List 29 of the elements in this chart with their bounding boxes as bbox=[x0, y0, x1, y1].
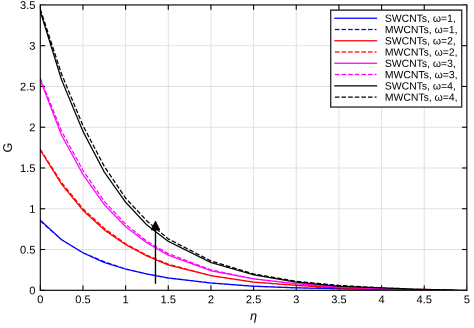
x-tick-label: 5 bbox=[464, 296, 470, 304]
legend-label: SWCNTs, ω=2, bbox=[385, 37, 455, 46]
y-tick-label: 0.5 bbox=[20, 246, 35, 254]
x-tick-label: 2.5 bbox=[246, 295, 261, 304]
x-tick-label: 0 bbox=[38, 295, 43, 304]
y-tick-label: 0 bbox=[30, 286, 35, 294]
x-axis-title: η bbox=[250, 313, 257, 323]
legend-label: SWCNTs, ω=1, bbox=[385, 14, 455, 24]
x-tick-label: 1.5 bbox=[161, 296, 176, 304]
legend-label: MWCNTs, ω=1, bbox=[386, 26, 457, 34]
y-tick-label: 3.5 bbox=[20, 1, 35, 10]
y-tick-label: 1.5 bbox=[20, 164, 35, 172]
y-tick-label: 1 bbox=[30, 205, 35, 213]
x-tick-label: 0.5 bbox=[76, 295, 90, 304]
x-tick-label: 1 bbox=[123, 296, 128, 304]
legend-label: MWCNTs, ω=3, bbox=[386, 70, 457, 80]
x-tick-label: 4.5 bbox=[416, 296, 432, 304]
x-tick-label: 3 bbox=[294, 295, 299, 304]
legend-label: MWCNTs, ω=2, bbox=[386, 48, 457, 57]
x-tick-label: 3.5 bbox=[332, 295, 346, 304]
x-tick-label: 4 bbox=[378, 296, 384, 304]
y-tick-label: 2 bbox=[30, 123, 35, 132]
y-tick-label: 2.5 bbox=[20, 82, 35, 91]
legend-label: MWCNTs, ω=4, bbox=[386, 93, 457, 102]
x-tick-label: 2 bbox=[208, 295, 214, 304]
y-tick-label: 3 bbox=[30, 42, 35, 50]
legend-label: SWCNTs, ω=4, bbox=[385, 82, 455, 91]
legend-label: SWCNTs, ω=3, bbox=[385, 60, 455, 68]
y-axis-title: G bbox=[3, 144, 12, 152]
